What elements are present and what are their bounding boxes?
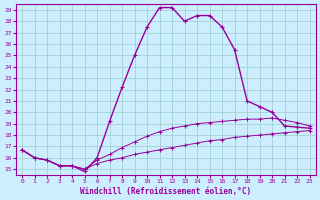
X-axis label: Windchill (Refroidissement éolien,°C): Windchill (Refroidissement éolien,°C) bbox=[80, 187, 252, 196]
